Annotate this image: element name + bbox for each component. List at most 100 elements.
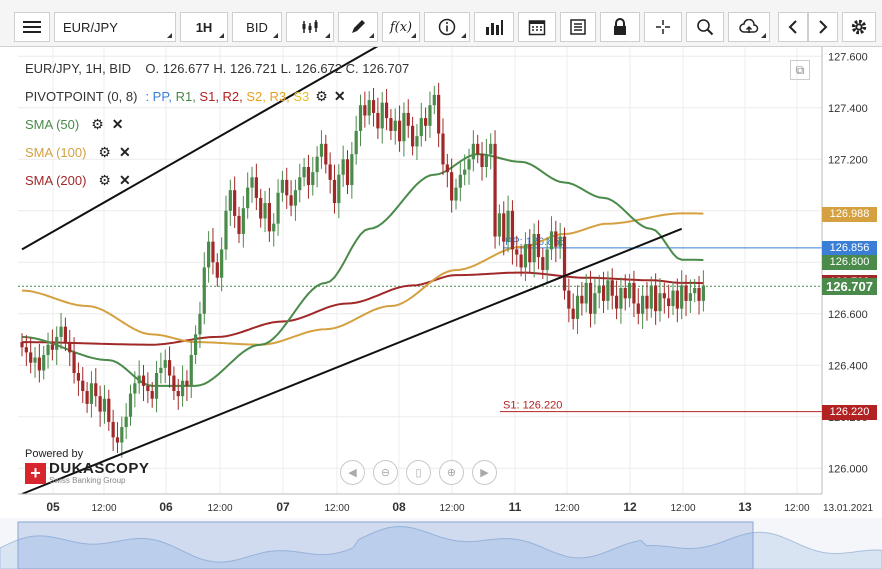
volume-button[interactable]: [474, 12, 514, 42]
candle-body: [254, 177, 258, 198]
pivot-part: : PP,: [145, 88, 176, 104]
candle-body: [610, 280, 614, 296]
candle-body: [85, 391, 89, 404]
candle-body: [233, 190, 237, 216]
chart-nav-buttons: ◀ ⊖ ▯ ⊕ ▶: [340, 460, 505, 485]
candle-body: [671, 290, 675, 307]
reset-button[interactable]: ▯: [406, 460, 431, 485]
candle-body: [267, 203, 271, 232]
powered-by-text: Powered by: [25, 448, 84, 460]
close-icon[interactable]: ✕: [118, 171, 131, 188]
candle-body: [180, 380, 185, 397]
zoom-out-button[interactable]: ⊖: [373, 460, 398, 485]
sma100-legend[interactable]: SMA (100) ⚙ ✕: [25, 138, 409, 166]
calendar-button[interactable]: [518, 12, 556, 42]
candle-body: [580, 295, 584, 304]
sma200-legend[interactable]: SMA (200) ⚙ ✕: [25, 166, 409, 194]
triangle-left-icon: ◀: [348, 467, 357, 479]
candle-body: [450, 172, 454, 201]
function-icon: f(x): [389, 19, 413, 35]
candle-body: [701, 285, 705, 301]
candle-body: [102, 398, 107, 412]
trendline: [21, 227, 683, 495]
candles: [20, 82, 705, 458]
candle-body: [141, 375, 146, 386]
chevron-left-icon: [788, 20, 797, 34]
navigator-window: [17, 521, 754, 569]
time-tick-label: 12: [623, 500, 637, 514]
time-tick-label: 12:00: [207, 503, 232, 514]
price-side-select[interactable]: BID: [232, 12, 282, 42]
settings-button[interactable]: [842, 12, 876, 42]
time-tick-label: 05: [46, 500, 60, 514]
chart-type-button[interactable]: [286, 12, 334, 42]
scroll-left-button[interactable]: [778, 12, 808, 42]
list-button[interactable]: [560, 12, 596, 42]
powered-by-logo: Powered by + DUKASCOPY Swiss Banking Gro…: [25, 448, 149, 485]
candle-body: [593, 293, 597, 314]
nav-right-button[interactable]: ▶: [472, 460, 497, 485]
time-tick-label: 12:00: [439, 503, 464, 514]
trendlines: [21, 45, 683, 495]
candle-body: [137, 375, 141, 384]
candle-body: [510, 210, 515, 250]
navigator[interactable]: [0, 518, 882, 569]
candle-body: [315, 156, 319, 173]
crosshair-button[interactable]: [644, 12, 682, 42]
candle-body: [298, 177, 302, 191]
gear-icon[interactable]: ⚙: [98, 143, 111, 160]
sma50-line: [21, 153, 704, 387]
s1-label: S1: 126.220: [503, 400, 562, 412]
candle-body: [567, 290, 571, 309]
time-tick-label: 13: [738, 500, 752, 514]
lock-button[interactable]: [600, 12, 640, 42]
pivot-legend[interactable]: PIVOTPOINT (0, 8) : PP, R1, S1, R2, S2, …: [25, 82, 409, 110]
zoom-button[interactable]: [686, 12, 724, 42]
cloud-button[interactable]: [728, 12, 770, 42]
zoom-icon: [697, 19, 714, 36]
sma50-legend[interactable]: SMA (50) ⚙ ✕: [25, 110, 409, 138]
chart-legend: EUR/JPY, 1H, BID O. 126.677 H. 126.721 L…: [25, 54, 409, 194]
close-icon[interactable]: ✕: [118, 143, 131, 160]
candle-body: [289, 195, 293, 206]
candle-body: [81, 380, 85, 392]
period-select[interactable]: 1H: [180, 12, 228, 42]
candle-body: [419, 118, 423, 137]
candle-body: [384, 102, 389, 119]
candle-body: [68, 342, 72, 353]
zoom-in-button[interactable]: ⊕: [439, 460, 464, 485]
lock-icon: [614, 18, 626, 35]
pivot-part: R3,: [269, 88, 294, 104]
chevron-right-icon: [819, 20, 828, 34]
gear-icon[interactable]: ⚙: [315, 87, 328, 104]
symbol-select[interactable]: EUR/JPY: [54, 12, 176, 42]
candle-body: [454, 187, 458, 201]
pivot-name: PIVOTPOINT (0, 8): [25, 88, 138, 104]
candle-body: [606, 280, 610, 301]
draw-button[interactable]: [338, 12, 378, 42]
popout-button[interactable]: ⧉: [790, 60, 810, 80]
candle-body: [363, 105, 367, 116]
candle-body: [489, 143, 493, 155]
candle-body: [389, 118, 393, 131]
gear-icon[interactable]: ⚙: [91, 115, 104, 132]
indicators-button[interactable]: f(x): [382, 12, 420, 42]
time-tick-label: 12:00: [554, 503, 579, 514]
close-icon[interactable]: ✕: [111, 115, 124, 132]
close-icon[interactable]: ✕: [333, 87, 346, 104]
pivot-part: R1,: [175, 88, 200, 104]
gear-icon[interactable]: ⚙: [98, 171, 111, 188]
symbol-label: EUR/JPY: [63, 19, 118, 35]
scroll-right-button[interactable]: [808, 12, 838, 42]
candle-body: [445, 164, 449, 173]
info-button[interactable]: [424, 12, 470, 42]
pivot-part: S2,: [246, 88, 270, 104]
candle-body: [432, 94, 436, 106]
candle-body: [194, 334, 198, 355]
price-tick-label: 126.600: [828, 309, 868, 321]
nav-left-button[interactable]: ◀: [340, 460, 365, 485]
candle-body: [29, 352, 33, 363]
candle-body: [215, 262, 219, 278]
candle-body: [42, 354, 46, 371]
menu-button[interactable]: [14, 12, 50, 42]
